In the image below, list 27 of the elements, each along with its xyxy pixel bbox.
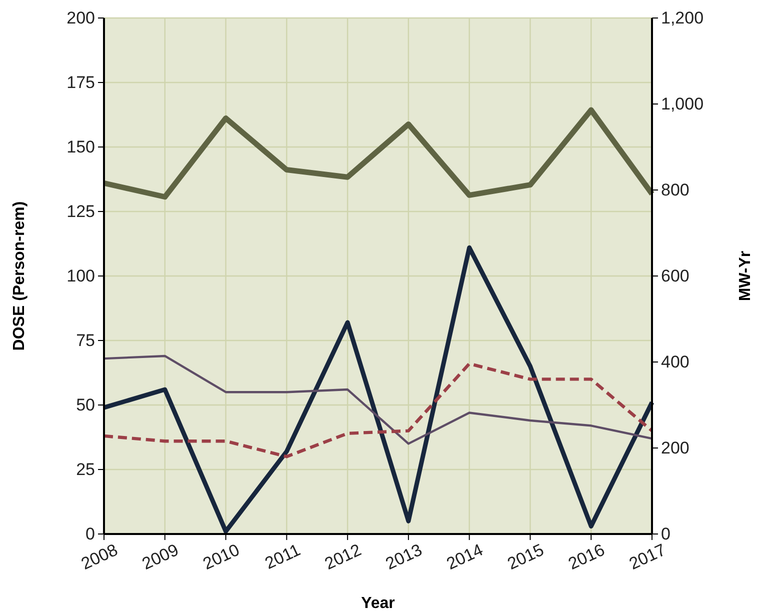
x-tick-label: 2011 bbox=[262, 540, 304, 573]
y-tick-label: 100 bbox=[66, 266, 95, 286]
y2-tick-label: 1,000 bbox=[661, 94, 704, 114]
y-tick-label: 150 bbox=[66, 137, 95, 156]
line-series bbox=[102, 362, 654, 458]
x-axis-title: Year bbox=[361, 595, 395, 612]
y-tick-label: 50 bbox=[76, 395, 95, 414]
x-tick-label: 2015 bbox=[504, 540, 547, 574]
y2-tick-label: 400 bbox=[661, 352, 690, 372]
y2-tick-label: 800 bbox=[661, 180, 690, 200]
x-tick-label: 2012 bbox=[322, 540, 364, 574]
y2-tick-label: 200 bbox=[661, 438, 690, 458]
x-tick-label: 2013 bbox=[382, 540, 426, 574]
x-tick-label: 2009 bbox=[139, 540, 182, 574]
y-axis-title: DOSE (Person-rem) bbox=[11, 201, 28, 351]
x-tick-label: 2014 bbox=[444, 540, 486, 574]
y-tick-label: 75 bbox=[76, 330, 95, 350]
y-tick-label: 175 bbox=[66, 72, 95, 92]
x-tick-label: 2016 bbox=[565, 540, 608, 574]
y2-axis-title: MW-Yr bbox=[737, 250, 754, 302]
y-tick-label: 125 bbox=[66, 202, 95, 221]
y-tick-label: 200 bbox=[66, 8, 95, 28]
x-tick-label: 2010 bbox=[200, 540, 242, 574]
y2-tick-label: 600 bbox=[661, 266, 690, 286]
y-tick-label: 25 bbox=[76, 460, 95, 479]
y2-tick-label: 1,200 bbox=[661, 8, 704, 28]
line-series bbox=[102, 354, 654, 445]
